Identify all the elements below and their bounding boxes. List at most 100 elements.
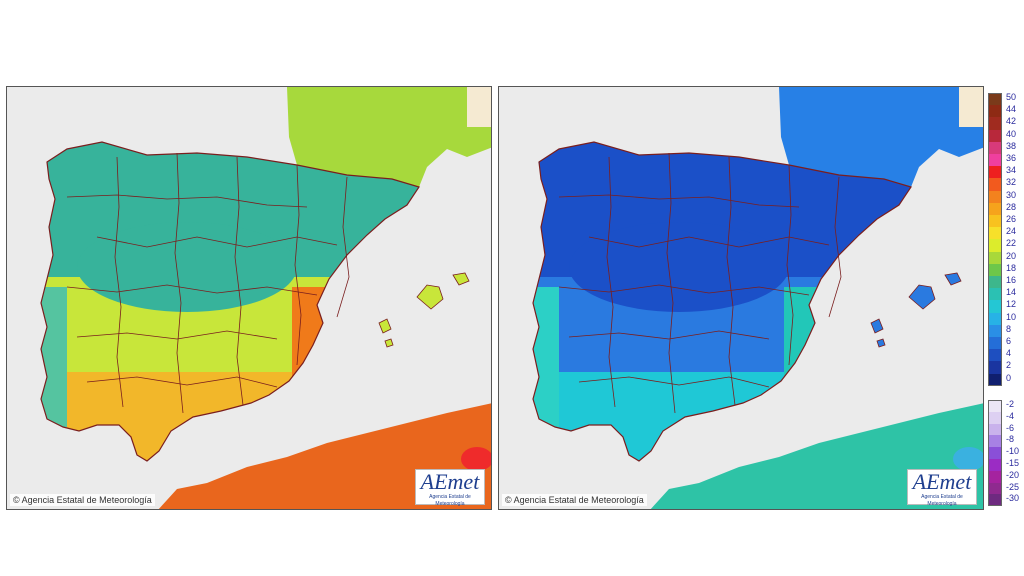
province-border	[558, 194, 800, 208]
legend-frame	[988, 93, 1002, 386]
legend-label: 34	[1006, 165, 1017, 176]
legend-label: 42	[1006, 116, 1017, 127]
copyright-credit: © Agencia Estatal de Meteorología	[10, 494, 155, 506]
legend-label: 22	[1006, 238, 1017, 249]
coastline-border	[532, 141, 912, 462]
temperature-map-right: © Agencia Estatal de Meteorología AEmet …	[498, 86, 984, 510]
legend-label: 30	[1006, 189, 1017, 200]
legend-swatch	[988, 349, 1002, 362]
island	[378, 318, 392, 334]
aemet-logo: AEmet Agencia Estatal de Meteorología	[907, 469, 977, 507]
province-border	[114, 156, 124, 408]
corner-land	[467, 87, 491, 127]
legend-swatch	[988, 470, 1002, 483]
coastline-border	[40, 141, 420, 462]
legend-label: 32	[1006, 177, 1017, 188]
legend-swatch	[988, 423, 1002, 436]
legend-swatch	[988, 411, 1002, 424]
legend-swatch	[988, 373, 1002, 386]
france-region	[779, 87, 983, 187]
aemet-logo-text: AEmet	[912, 469, 972, 494]
legend-swatch	[988, 227, 1002, 240]
legend-label: -20	[1006, 469, 1020, 480]
legend-swatch	[988, 202, 1002, 215]
legend-label: 4	[1006, 348, 1012, 359]
legend-label: -6	[1006, 422, 1015, 433]
legend-swatch	[988, 337, 1002, 350]
zone-west-coast	[41, 287, 67, 427]
legend-swatch	[988, 288, 1002, 301]
island	[870, 318, 884, 334]
aemet-logo-subtitle: Agencia Estatal de Meteorología	[429, 494, 471, 507]
legend-swatch	[988, 276, 1002, 289]
legend-label: 0	[1006, 372, 1012, 383]
legend-swatch	[988, 447, 1002, 459]
province-border	[76, 330, 278, 340]
legend-label: 28	[1006, 201, 1017, 212]
province-border	[86, 376, 278, 388]
province-border	[606, 156, 616, 408]
legend-label: 12	[1006, 299, 1017, 310]
legend-label: 36	[1006, 153, 1017, 163]
province-border	[66, 194, 308, 208]
legend-swatch	[988, 324, 1002, 337]
province-border	[558, 284, 810, 296]
zone-meseta	[569, 222, 789, 312]
island	[908, 284, 936, 310]
province-border	[666, 152, 676, 414]
legend-label: 2	[1006, 360, 1012, 371]
aemet-logo: AEmet Agencia Estatal de Meteorología	[415, 469, 485, 507]
province-border	[96, 236, 338, 248]
province-border	[786, 164, 794, 366]
temperature-map-left: © Agencia Estatal de Meteorología AEmet …	[6, 86, 492, 510]
legend-swatch	[988, 251, 1002, 264]
legend-label: -25	[1006, 481, 1020, 492]
zone-west-coast	[533, 287, 559, 427]
island	[876, 338, 886, 348]
aemet-logo-text: AEmet	[420, 469, 480, 494]
legend-swatch	[988, 129, 1002, 142]
legend-label: -2	[1006, 399, 1015, 409]
province-border	[578, 376, 770, 388]
legend-label: 40	[1006, 128, 1017, 139]
legend-label: -30	[1006, 493, 1020, 504]
legend-swatch	[988, 459, 1002, 471]
legend-label: -4	[1006, 410, 1015, 421]
province-border	[336, 176, 350, 318]
province-border	[568, 330, 770, 340]
legend-swatch	[988, 117, 1002, 130]
legend-swatch	[988, 263, 1002, 276]
legend-swatch	[988, 166, 1002, 179]
legend-label: 16	[1006, 275, 1017, 285]
legend-label: 26	[1006, 214, 1017, 224]
island	[384, 338, 394, 348]
map-left-canvas	[7, 87, 491, 509]
france-region	[287, 87, 491, 187]
island	[452, 272, 470, 286]
aemet-logo-subtitle: Agencia Estatal de Meteorología	[921, 494, 963, 507]
legend-label: 8	[1006, 323, 1012, 334]
legend-label: 14	[1006, 287, 1017, 298]
legend-swatch	[988, 215, 1002, 228]
legend-swatch	[988, 494, 1002, 507]
province-border	[294, 164, 302, 366]
legend-swatch	[988, 300, 1002, 313]
copyright-credit: © Agencia Estatal de Meteorología	[502, 494, 647, 506]
map-right-canvas	[499, 87, 983, 509]
legend-swatch	[988, 190, 1002, 203]
temperature-color-legend: 50 44 42 40 38 36 34 32 30 28 26 24 22 20 18 16 14 12 10 8 6…	[988, 92, 1020, 511]
legend-label: -8	[1006, 434, 1015, 445]
legend-swatch	[988, 361, 1002, 374]
legend-swatch	[988, 239, 1002, 252]
legend-label: 38	[1006, 140, 1017, 151]
legend-label: -10	[1006, 446, 1020, 457]
legend-swatch	[988, 435, 1002, 448]
africa-hotspot	[953, 447, 983, 471]
legend-label: 10	[1006, 311, 1017, 322]
legend-label: 50	[1006, 92, 1017, 102]
legend-swatch	[988, 93, 1002, 106]
island	[944, 272, 962, 286]
legend-frame	[988, 400, 1002, 507]
zone-meseta	[77, 222, 297, 312]
province-border	[588, 236, 830, 248]
